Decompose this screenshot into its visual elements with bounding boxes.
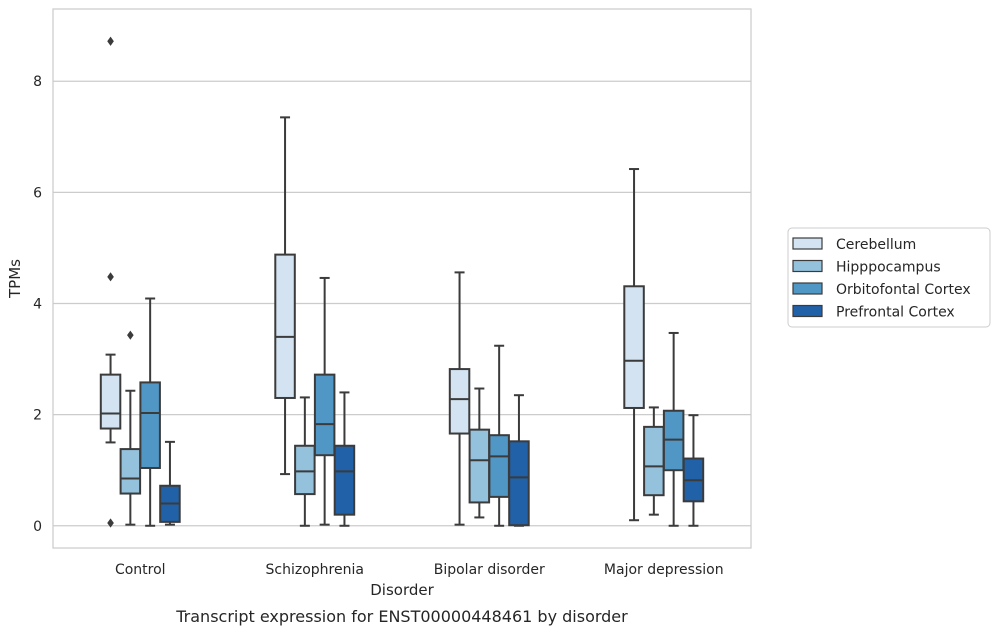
box-group <box>313 276 336 526</box>
box-group <box>333 391 356 527</box>
box-group <box>294 396 316 527</box>
box <box>313 373 336 457</box>
outlier-point <box>107 36 114 46</box>
x-axis-title: Disorder <box>370 581 434 599</box>
box-group <box>99 36 122 528</box>
outlier-point <box>127 330 134 340</box>
box-group <box>119 330 142 526</box>
y-tick-label: 8 <box>33 74 42 90</box>
x-tick-label: Bipolar disorder <box>434 562 545 578</box>
legend-swatch <box>792 282 823 295</box>
chart-caption: Transcript expression for ENST0000044846… <box>175 607 628 626</box>
box <box>508 440 530 527</box>
box <box>139 381 161 469</box>
outlier-point <box>107 518 114 528</box>
box-group <box>488 344 510 527</box>
box <box>119 448 142 495</box>
x-tick-labels: Control Schizophrenia Bipolar disorder Majo… <box>115 562 724 578</box>
legend-label: Orbitofontal Cortex <box>836 282 971 298</box>
box <box>274 253 296 399</box>
box-group <box>623 168 645 522</box>
box-group <box>682 414 705 527</box>
x-tick-label: Major depression <box>604 562 724 578</box>
legend: Cerebellum Hipppocampus Orbitofontal Corte… <box>787 227 991 328</box>
boxes <box>99 36 705 528</box>
box-group <box>643 406 665 516</box>
box <box>643 425 665 497</box>
legend-label: Hipppocampus <box>836 260 941 276</box>
box <box>333 444 356 516</box>
box <box>488 434 510 498</box>
y-tick-labels: 0 2 4 6 8 <box>33 74 42 535</box>
box-group <box>662 331 685 527</box>
x-tick-label: Schizophrenia <box>266 562 364 578</box>
y-tick-label: 2 <box>33 408 42 424</box>
legend-label: Cerebellum <box>836 237 916 253</box>
box <box>99 373 122 430</box>
outlier-point <box>107 272 114 282</box>
y-tick-label: 6 <box>33 185 42 201</box>
x-tick-label: Control <box>115 562 166 578</box>
box-group <box>508 394 530 527</box>
y-axis-title: TPMs <box>6 259 24 299</box>
legend-swatch <box>792 237 823 250</box>
box <box>448 368 471 435</box>
legend-label: Prefrontal Cortex <box>836 305 955 321</box>
y-tick-label: 0 <box>33 519 42 535</box>
box-group <box>159 440 181 526</box>
legend-swatch <box>792 304 823 318</box>
plot-area <box>52 8 752 549</box>
box-group <box>274 116 296 476</box>
box <box>468 428 491 504</box>
legend-frame <box>787 227 991 328</box>
box <box>623 285 645 409</box>
box-group <box>468 387 491 519</box>
box-group <box>139 297 161 527</box>
box-group <box>448 271 471 526</box>
legend-swatch <box>792 259 823 273</box>
y-tick-label: 4 <box>33 297 42 313</box>
box <box>294 444 316 496</box>
